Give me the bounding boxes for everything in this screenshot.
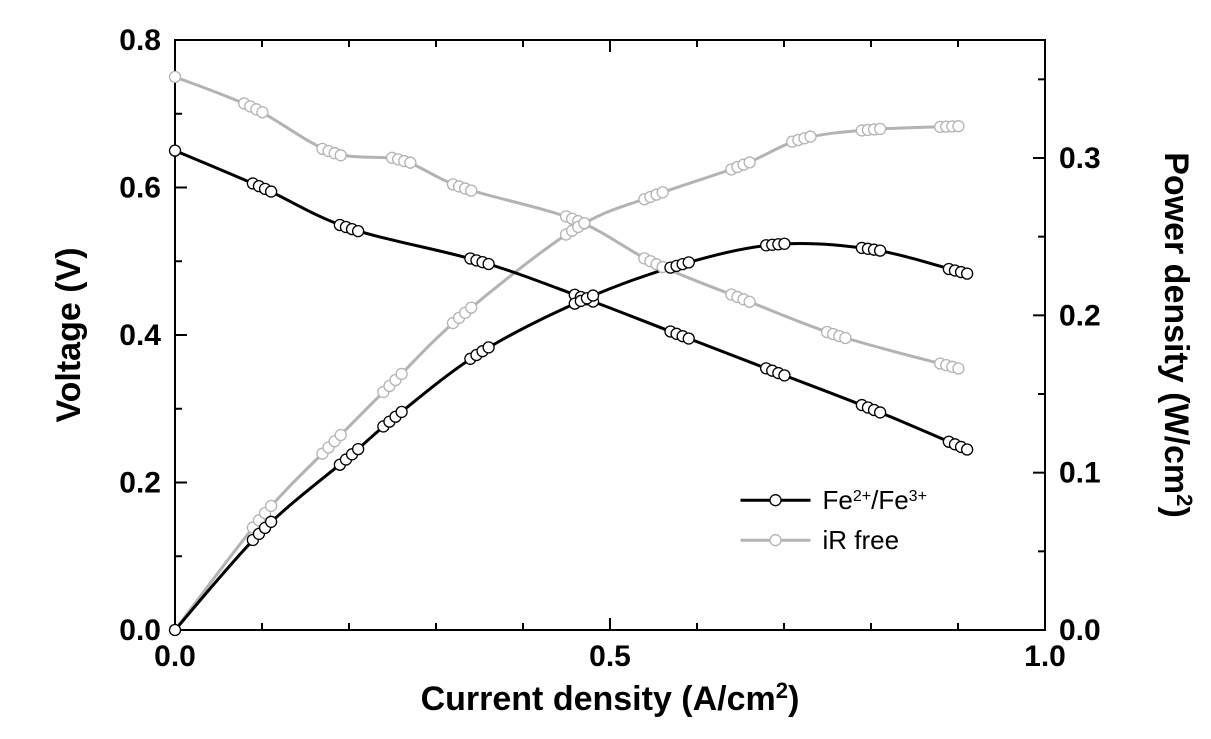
marker-irfree-power <box>875 123 886 134</box>
marker-irfree-power <box>657 187 668 198</box>
legend-marker <box>770 535 781 546</box>
y-left-tick-label: 0.8 <box>119 24 161 57</box>
marker-fe-voltage <box>353 226 364 237</box>
marker-fe-power <box>170 625 181 636</box>
marker-fe-voltage <box>483 258 494 269</box>
marker-fe-voltage <box>683 333 694 344</box>
marker-fe-power <box>483 342 494 353</box>
legend-label: iR free <box>823 525 900 555</box>
marker-fe-power <box>396 406 407 417</box>
marker-irfree-voltage <box>466 185 477 196</box>
x-axis-label: Current density (A/cm2) <box>421 678 800 719</box>
x-tick-label: 0.5 <box>589 640 631 673</box>
marker-irfree-voltage <box>257 107 268 118</box>
marker-fe-power <box>779 238 790 249</box>
marker-irfree-power <box>466 302 477 313</box>
y-left-tick-label: 0.4 <box>119 319 161 352</box>
y-left-tick-label: 0.6 <box>119 172 161 205</box>
marker-irfree-power <box>579 218 590 229</box>
y-right-axis-label: Power density (W/cm2) <box>1157 152 1198 518</box>
marker-irfree-power <box>805 131 816 142</box>
y-left-axis-label: Voltage (V) <box>50 247 88 422</box>
marker-fe-voltage <box>779 370 790 381</box>
marker-fe-power <box>683 257 694 268</box>
marker-fe-voltage <box>170 145 181 156</box>
marker-irfree-voltage <box>170 71 181 82</box>
y-left-tick-label: 0.0 <box>119 614 161 647</box>
y-left-tick-label: 0.2 <box>119 467 161 500</box>
marker-fe-power <box>353 444 364 455</box>
marker-irfree-power <box>396 368 407 379</box>
y-right-tick-label: 0.3 <box>1059 142 1101 175</box>
polarization-chart: 0.00.51.0Current density (A/cm2)0.00.20.… <box>0 0 1211 739</box>
y-right-tick-label: 0.0 <box>1059 614 1101 647</box>
marker-irfree-power <box>953 121 964 132</box>
marker-irfree-power <box>266 500 277 511</box>
legend-marker <box>770 495 781 506</box>
marker-fe-power <box>266 516 277 527</box>
marker-fe-power <box>588 290 599 301</box>
marker-irfree-voltage <box>405 157 416 168</box>
marker-fe-voltage <box>962 444 973 455</box>
y-right-tick-label: 0.1 <box>1059 457 1101 490</box>
marker-irfree-voltage <box>953 363 964 374</box>
marker-irfree-voltage <box>840 332 851 343</box>
marker-irfree-voltage <box>744 296 755 307</box>
chart-container: 0.00.51.0Current density (A/cm2)0.00.20.… <box>0 0 1211 739</box>
marker-irfree-voltage <box>335 150 346 161</box>
marker-fe-power <box>962 268 973 279</box>
marker-irfree-power <box>744 157 755 168</box>
marker-fe-voltage <box>875 407 886 418</box>
marker-fe-power <box>875 245 886 256</box>
marker-fe-voltage <box>266 186 277 197</box>
marker-irfree-power <box>335 429 346 440</box>
y-right-tick-label: 0.2 <box>1059 299 1101 332</box>
